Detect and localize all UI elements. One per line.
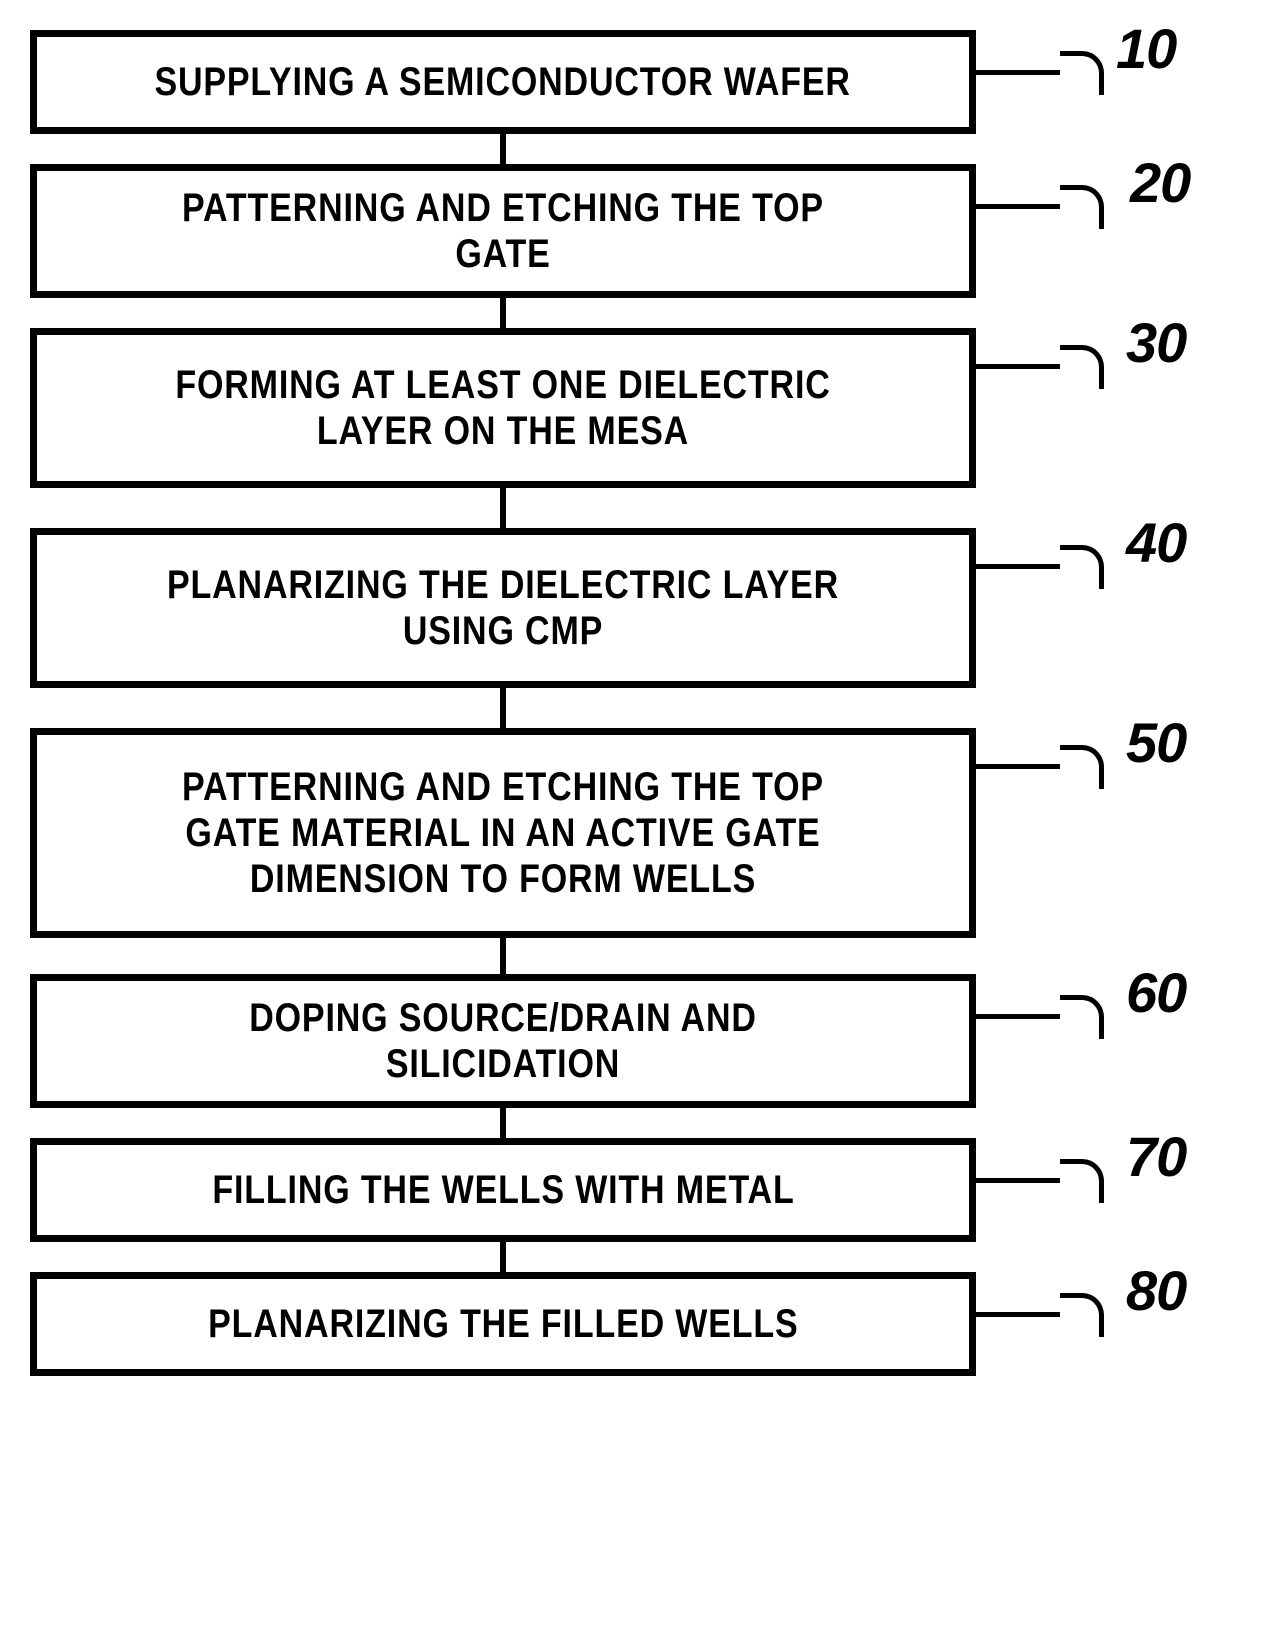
step-label: 30: [1126, 310, 1186, 375]
flow-connector: [500, 298, 506, 328]
step-label: 80: [1126, 1258, 1186, 1323]
step-label: 40: [1126, 510, 1186, 575]
leader-group: 40: [976, 528, 1276, 688]
step-box: PATTERNING AND ETCHING THE TOP GATE: [30, 164, 976, 298]
step-box: FORMING AT LEAST ONE DIELECTRIC LAYER ON…: [30, 328, 976, 488]
step-label: 10: [1116, 16, 1176, 81]
flow-step-10: SUPPLYING A SEMICONDUCTOR WAFER10: [30, 30, 1256, 134]
process-flowchart: SUPPLYING A SEMICONDUCTOR WAFER10 PATTERN…: [30, 30, 1256, 1376]
step-text: PLANARIZING THE FILLED WELLS: [208, 1301, 798, 1347]
leader-horizontal: [970, 70, 1060, 75]
leader-group: 30: [976, 328, 1276, 488]
step-box: PLANARIZING THE DIELECTRIC LAYER USING C…: [30, 528, 976, 688]
step-label: 20: [1130, 150, 1190, 215]
step-box: PLANARIZING THE FILLED WELLS: [30, 1272, 976, 1376]
flow-step-20: PATTERNING AND ETCHING THE TOP GATE20: [30, 164, 1256, 298]
leader-horizontal: [970, 764, 1060, 769]
step-box: DOPING SOURCE/DRAIN AND SILICIDATION: [30, 974, 976, 1108]
leader-group: 10: [976, 30, 1276, 134]
step-text: FILLING THE WELLS WITH METAL: [212, 1167, 794, 1213]
leader-horizontal: [970, 364, 1060, 369]
leader-curve: [1060, 185, 1104, 229]
leader-curve: [1060, 345, 1104, 389]
leader-group: 60: [976, 974, 1276, 1078]
step-label: 60: [1126, 960, 1186, 1025]
flow-connector: [500, 488, 506, 528]
flow-connector: [500, 1242, 506, 1272]
flow-step-70: FILLING THE WELLS WITH METAL70: [30, 1138, 1256, 1242]
step-text: PATTERNING AND ETCHING THE TOP GATE: [141, 185, 865, 277]
leader-curve: [1060, 995, 1104, 1039]
step-box: PATTERNING AND ETCHING THE TOP GATE MATE…: [30, 728, 976, 938]
flow-connector: [500, 134, 506, 164]
step-text: FORMING AT LEAST ONE DIELECTRIC LAYER ON…: [141, 362, 865, 454]
leader-horizontal: [970, 1014, 1060, 1019]
leader-curve: [1060, 1159, 1104, 1203]
step-box: FILLING THE WELLS WITH METAL: [30, 1138, 976, 1242]
leader-curve: [1060, 745, 1104, 789]
leader-group: 50: [976, 728, 1276, 938]
leader-group: 70: [976, 1138, 1276, 1242]
leader-horizontal: [970, 1178, 1060, 1183]
flow-step-40: PLANARIZING THE DIELECTRIC LAYER USING C…: [30, 528, 1256, 688]
step-text: DOPING SOURCE/DRAIN AND SILICIDATION: [141, 995, 865, 1087]
step-box: SUPPLYING A SEMICONDUCTOR WAFER: [30, 30, 976, 134]
leader-curve: [1060, 1293, 1104, 1337]
leader-curve: [1060, 545, 1104, 589]
leader-group: 20: [976, 164, 1276, 268]
flow-step-30: FORMING AT LEAST ONE DIELECTRIC LAYER ON…: [30, 328, 1256, 488]
flow-step-80: PLANARIZING THE FILLED WELLS80: [30, 1272, 1256, 1376]
step-label: 50: [1126, 710, 1186, 775]
leader-horizontal: [970, 564, 1060, 569]
flow-connector: [500, 1108, 506, 1138]
step-text: PLANARIZING THE DIELECTRIC LAYER USING C…: [141, 562, 865, 654]
step-text: SUPPLYING A SEMICONDUCTOR WAFER: [155, 59, 851, 105]
flow-connector: [500, 938, 506, 974]
leader-group: 80: [976, 1272, 1276, 1376]
leader-curve: [1060, 51, 1104, 95]
flow-connector: [500, 688, 506, 728]
step-label: 70: [1126, 1124, 1186, 1189]
step-text: PATTERNING AND ETCHING THE TOP GATE MATE…: [141, 764, 865, 902]
leader-horizontal: [970, 204, 1060, 209]
flow-step-60: DOPING SOURCE/DRAIN AND SILICIDATION60: [30, 974, 1256, 1108]
leader-horizontal: [970, 1312, 1060, 1317]
flow-step-50: PATTERNING AND ETCHING THE TOP GATE MATE…: [30, 728, 1256, 938]
